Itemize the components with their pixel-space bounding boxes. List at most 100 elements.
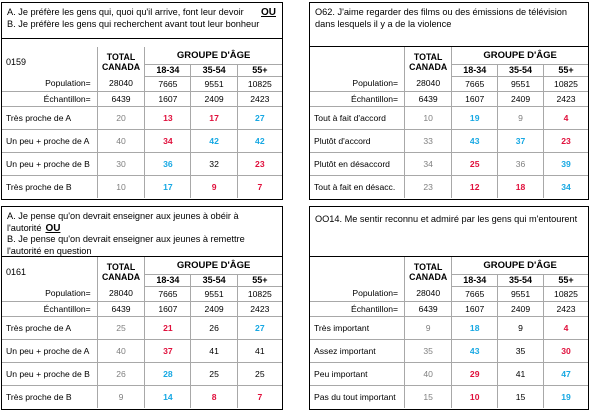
- age-value: 9: [190, 175, 238, 198]
- population-row-value: 28040: [96, 76, 146, 92]
- age-value: 19: [451, 106, 498, 130]
- age-value: 34: [543, 175, 588, 198]
- age-value: 27: [236, 106, 282, 130]
- population-row-value: 28040: [96, 286, 146, 302]
- sample-row-value: 6439: [404, 301, 453, 317]
- total-value: 35: [404, 339, 453, 363]
- table-row: Très proche de B 10 17 9 7: [2, 175, 282, 198]
- population-row-label: Population=: [310, 286, 405, 302]
- row-label: Pas du tout important: [314, 391, 396, 402]
- age-value: 7: [236, 385, 282, 408]
- age-value: 25: [190, 362, 238, 386]
- sample-row: Échantillon= 6439 1607 2409 2423: [310, 301, 588, 317]
- age-value: 17: [163, 181, 173, 192]
- population-row-value: 7665: [144, 286, 191, 302]
- sample-row-value: 6439: [96, 301, 146, 317]
- age-value: 25: [451, 152, 498, 176]
- sample-row-value: 2409: [497, 91, 544, 107]
- age-value: 26: [190, 316, 238, 340]
- sample-row-label: Échantillon=: [310, 301, 405, 317]
- population-row-value: 28040: [404, 286, 453, 302]
- statement-b: B. Je pense qu'on devrait enseigner aux …: [7, 234, 245, 256]
- sample-row-value: 2409: [497, 301, 544, 317]
- statement-a: A. Je pense qu'on devrait enseigner aux …: [7, 211, 239, 234]
- age-value: 43: [451, 339, 498, 363]
- population-row: Population= 28040 7665 9551 10825: [310, 286, 588, 302]
- sample-row: Échantillon= 6439 1607 2409 2423: [2, 91, 282, 107]
- total-value: 9: [404, 316, 453, 340]
- age-header-1: 35-54: [497, 64, 544, 77]
- results-table: TOTAL CANADA GROUPE D'ÂGE 18-34 35-54 55+ Pop…: [310, 257, 588, 408]
- age-value: 15: [497, 385, 544, 408]
- age-value: 14: [163, 391, 173, 402]
- age-value: 35: [497, 339, 544, 363]
- total-value: 10: [404, 106, 453, 130]
- age-value: 19: [543, 385, 588, 408]
- total-value: 30: [96, 152, 146, 176]
- population-row-value: 9551: [497, 76, 544, 92]
- age-value: 41: [236, 339, 282, 363]
- question-box: A. Je pense qu'on devrait enseigner aux …: [2, 207, 282, 257]
- total-value: 23: [404, 175, 453, 198]
- table-row: Très proche de A 25 21 26 27: [2, 316, 282, 340]
- age-value: 47: [543, 362, 588, 386]
- question-code: 0159: [6, 56, 27, 67]
- population-row-label: Population=: [2, 76, 98, 92]
- table-row: Assez important 35 43 35 30: [310, 339, 588, 363]
- question-box: A. Je préfère les gens qui, quoi qu'il a…: [2, 3, 282, 39]
- table-row: Très important 9 18 9 4: [310, 316, 588, 340]
- age-header-0: 18-34: [451, 274, 498, 287]
- sample-row-value: 2423: [543, 91, 588, 107]
- total-value: 20: [96, 106, 146, 130]
- panel-oo14: OO14. Me sentir reconnu et admiré par le…: [309, 206, 589, 410]
- total-value: 26: [96, 362, 146, 386]
- population-row-value: 7665: [451, 286, 498, 302]
- total-canada-header: TOTAL CANADA: [404, 47, 453, 76]
- age-value: 41: [190, 339, 238, 363]
- statement-a: A. Je préfère les gens qui, quoi qu'il a…: [7, 7, 244, 17]
- age-value: 36: [144, 152, 191, 176]
- row-label: Très proche de A: [2, 316, 98, 340]
- total-value: 25: [96, 316, 146, 340]
- total-canada-header: TOTAL CANADA: [96, 257, 146, 286]
- population-row-label: Population=: [2, 286, 98, 302]
- statement-b: B. Je préfère les gens qui recherchent a…: [7, 18, 260, 29]
- row-label: Tout à fait d'accord: [310, 106, 405, 130]
- question-code: [310, 257, 405, 286]
- age-value: 36: [497, 152, 544, 176]
- sample-row-value: 1607: [144, 301, 191, 317]
- row-label: Peu important: [310, 362, 405, 386]
- age-value: 28: [144, 362, 191, 386]
- sample-row-value: 1607: [451, 91, 498, 107]
- total-canada-header: TOTAL CANADA: [96, 47, 146, 76]
- age-value: 29: [451, 362, 498, 386]
- table-row: Un peu + proche de B 26 28 25 25: [2, 362, 282, 386]
- population-row: Population= 28040 7665 9551 10825: [310, 76, 588, 92]
- sample-row-label: Échantillon=: [310, 91, 405, 107]
- population-row-value: 7665: [144, 76, 191, 92]
- ou-label: OU: [261, 7, 276, 18]
- age-header-2: 55+: [543, 274, 588, 287]
- table-row: Tout à fait d'accord 10 19 9 4: [310, 106, 588, 130]
- age-header-1: 35-54: [190, 64, 238, 77]
- results-table: 0159 TOTAL CANADA GROUPE D'ÂGE 18-34 35-54 55…: [2, 47, 282, 198]
- population-row-value: 10825: [236, 76, 282, 92]
- question-box: OO14. Me sentir reconnu et admiré par le…: [310, 207, 588, 257]
- age-value: 30: [543, 339, 588, 363]
- population-row-value: 10825: [543, 286, 588, 302]
- row-label: Un peu + proche de B: [2, 362, 98, 386]
- table-row: Un peu + proche de A 40 37 41 41: [2, 339, 282, 363]
- sample-row-value: 6439: [404, 91, 453, 107]
- table-row: Très proche de B 9 14 8 7: [2, 385, 282, 408]
- total-value: 10: [96, 175, 146, 198]
- ou-label: OU: [45, 222, 61, 234]
- age-header-0: 18-34: [451, 64, 498, 77]
- age-value: 37: [497, 129, 544, 153]
- total-value: 33: [404, 129, 453, 153]
- age-value: 9: [497, 106, 544, 130]
- age-group-header: GROUPE D'ÂGE: [144, 257, 282, 275]
- panel-o62: O62. J'aime regarder des films ou des ém…: [309, 2, 589, 200]
- age-header-2: 55+: [236, 274, 282, 287]
- age-value: 43: [451, 129, 498, 153]
- table-row: Un peu + proche de A 40 34 42 42: [2, 129, 282, 153]
